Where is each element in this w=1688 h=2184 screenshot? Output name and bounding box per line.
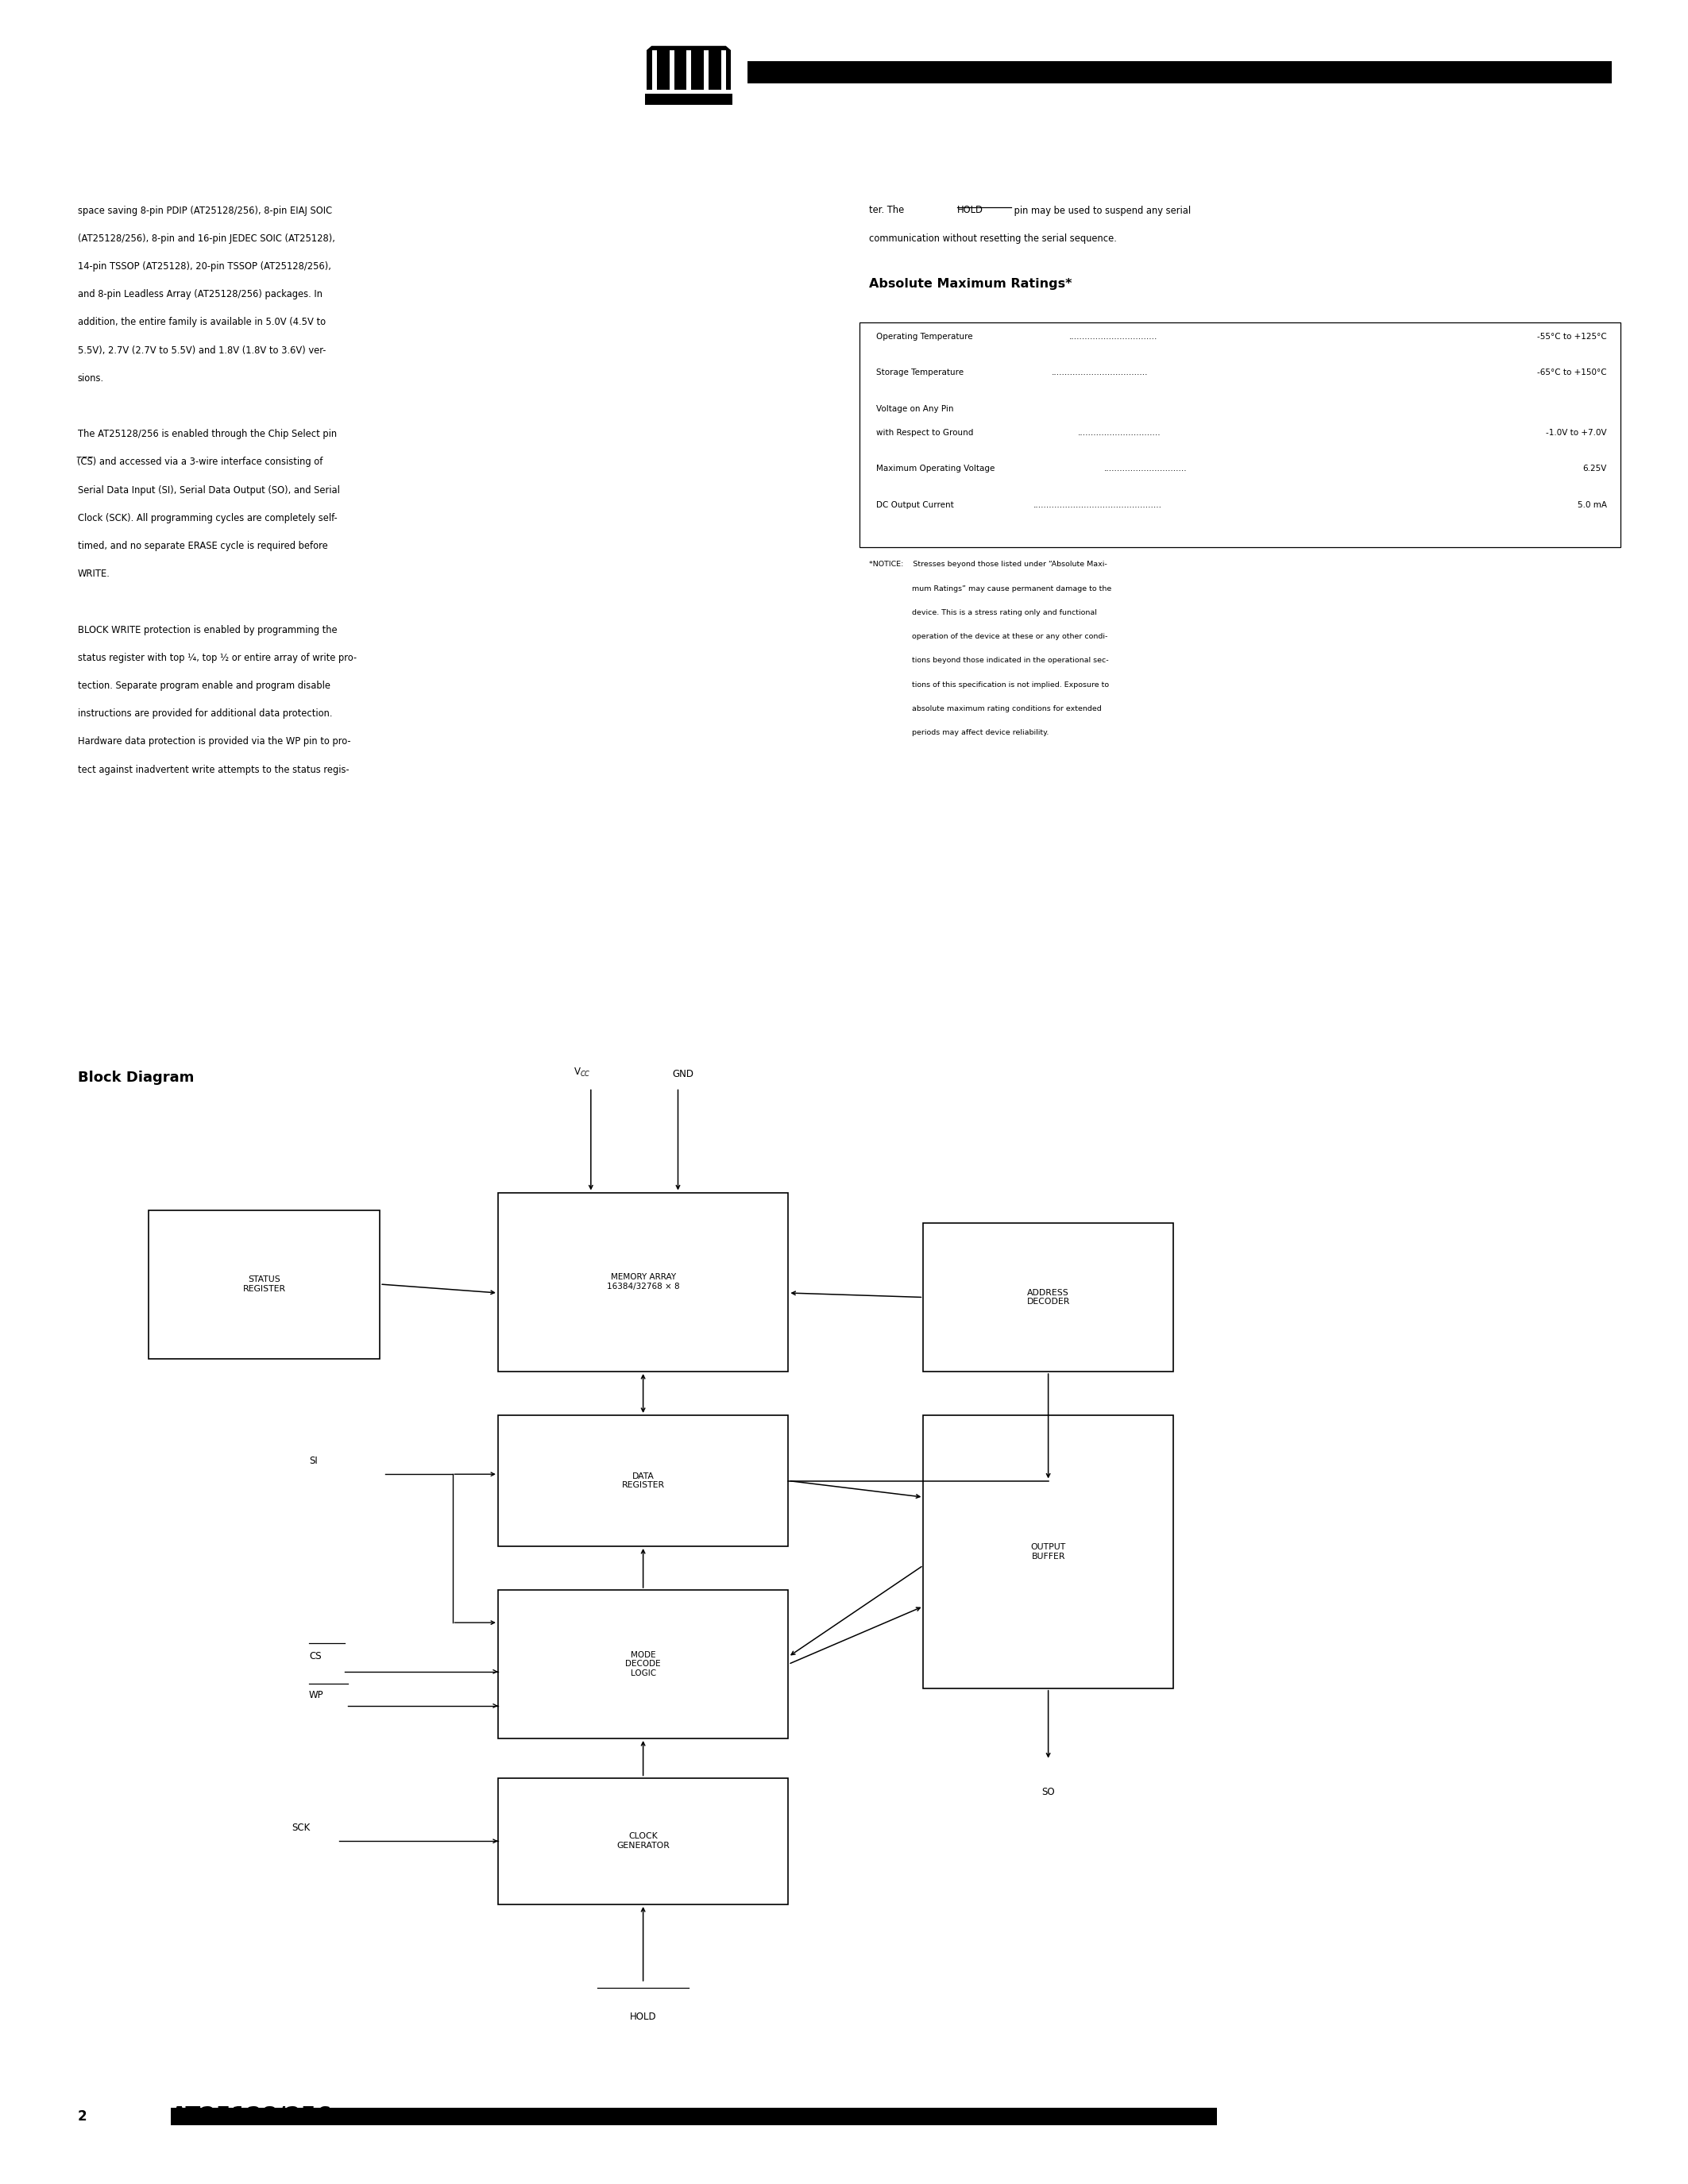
Text: tions beyond those indicated in the operational sec-: tions beyond those indicated in the oper… <box>869 657 1109 664</box>
Text: Maximum Operating Voltage: Maximum Operating Voltage <box>876 465 994 472</box>
Text: AT25128/256: AT25128/256 <box>170 2105 333 2127</box>
Text: ....................................: .................................... <box>1052 369 1148 376</box>
Text: tect against inadvertent write attempts to the status regis-: tect against inadvertent write attempts … <box>78 764 349 775</box>
Text: Serial Data Input (SI), Serial Data Output (SO), and Serial: Serial Data Input (SI), Serial Data Outp… <box>78 485 339 496</box>
Bar <box>923 1223 1173 1372</box>
Text: mum Ratings” may cause permanent damage to the: mum Ratings” may cause permanent damage … <box>869 585 1112 592</box>
Text: WRITE.: WRITE. <box>78 568 110 579</box>
Text: SI: SI <box>309 1457 317 1465</box>
Text: timed, and no separate ERASE cycle is required before: timed, and no separate ERASE cycle is re… <box>78 542 327 550</box>
Text: periods may affect device reliability.: periods may affect device reliability. <box>869 729 1050 736</box>
Text: -1.0V to +7.0V: -1.0V to +7.0V <box>1546 428 1607 437</box>
Text: WP: WP <box>309 1690 324 1699</box>
Text: 5.5V), 2.7V (2.7V to 5.5V) and 1.8V (1.8V to 3.6V) ver-: 5.5V), 2.7V (2.7V to 5.5V) and 1.8V (1.8… <box>78 345 326 356</box>
Text: MODE
DECODE
LOGIC: MODE DECODE LOGIC <box>625 1651 662 1677</box>
Bar <box>704 50 709 90</box>
Text: operation of the device at these or any other condi-: operation of the device at these or any … <box>869 633 1107 640</box>
Bar <box>670 50 674 90</box>
Bar <box>923 1415 1173 1688</box>
Text: Operating Temperature: Operating Temperature <box>876 332 972 341</box>
Polygon shape <box>647 46 731 50</box>
Bar <box>498 1415 788 1546</box>
Text: Hardware data protection is provided via the WP pin to pro-: Hardware data protection is provided via… <box>78 736 351 747</box>
Bar <box>170 2108 1217 2125</box>
Text: OUTPUT
BUFFER: OUTPUT BUFFER <box>1031 1544 1065 1559</box>
Text: Absolute Maximum Ratings*: Absolute Maximum Ratings* <box>869 277 1072 290</box>
Text: Voltage on Any Pin: Voltage on Any Pin <box>876 404 954 413</box>
Bar <box>149 1210 380 1358</box>
Text: 14-pin TSSOP (AT25128), 20-pin TSSOP (AT25128/256),: 14-pin TSSOP (AT25128), 20-pin TSSOP (AT… <box>78 262 331 271</box>
Text: .................................: ................................. <box>1069 332 1158 341</box>
Bar <box>687 50 692 90</box>
Text: ...............................: ............................... <box>1104 465 1187 472</box>
Bar <box>748 61 1612 83</box>
Text: status register with top ¼, top ½ or entire array of write pro-: status register with top ¼, top ½ or ent… <box>78 653 356 664</box>
Bar <box>645 94 733 105</box>
Text: BLOCK WRITE protection is enabled by programming the: BLOCK WRITE protection is enabled by pro… <box>78 625 338 636</box>
Text: CLOCK
GENERATOR: CLOCK GENERATOR <box>616 1832 670 1850</box>
Bar <box>721 50 726 90</box>
Text: ...............................: ............................... <box>1077 428 1161 437</box>
Text: STATUS
REGISTER: STATUS REGISTER <box>243 1275 285 1293</box>
Text: tions of this specification is not implied. Exposure to: tions of this specification is not impli… <box>869 681 1109 688</box>
Text: pin may be used to suspend any serial: pin may be used to suspend any serial <box>1011 205 1190 216</box>
Text: DC Output Current: DC Output Current <box>876 500 954 509</box>
Text: ................................................: ........................................… <box>1033 500 1163 509</box>
Text: absolute maximum rating conditions for extended: absolute maximum rating conditions for e… <box>869 705 1102 712</box>
Text: HOLD: HOLD <box>957 205 982 216</box>
Text: device. This is a stress rating only and functional: device. This is a stress rating only and… <box>869 609 1097 616</box>
Text: V$_{CC}$: V$_{CC}$ <box>574 1068 591 1079</box>
Text: MEMORY ARRAY
16384/32768 × 8: MEMORY ARRAY 16384/32768 × 8 <box>606 1273 680 1291</box>
Bar <box>498 1590 788 1738</box>
Text: 6.25V: 6.25V <box>1583 465 1607 472</box>
Text: -55°C to +125°C: -55°C to +125°C <box>1538 332 1607 341</box>
Text: (̅C̅S̅) and accessed via a 3-wire interface consisting of: (̅C̅S̅) and accessed via a 3-wire interf… <box>78 456 324 467</box>
Bar <box>652 50 657 90</box>
Text: communication without resetting the serial sequence.: communication without resetting the seri… <box>869 234 1117 245</box>
Text: Block Diagram: Block Diagram <box>78 1070 194 1085</box>
Text: addition, the entire family is available in 5.0V (4.5V to: addition, the entire family is available… <box>78 317 326 328</box>
Text: SCK: SCK <box>292 1824 311 1832</box>
Text: *NOTICE:    Stresses beyond those listed under “Absolute Maxi-: *NOTICE: Stresses beyond those listed un… <box>869 561 1107 568</box>
Text: tection. Separate program enable and program disable: tection. Separate program enable and pro… <box>78 681 331 690</box>
Text: instructions are provided for additional data protection.: instructions are provided for additional… <box>78 708 333 719</box>
Bar <box>647 50 731 90</box>
Text: Storage Temperature: Storage Temperature <box>876 369 964 376</box>
Text: with Respect to Ground: with Respect to Ground <box>876 428 974 437</box>
Text: SO: SO <box>1041 1787 1055 1797</box>
Text: space saving 8-pin PDIP (AT25128/256), 8-pin EIAJ SOIC: space saving 8-pin PDIP (AT25128/256), 8… <box>78 205 333 216</box>
Text: The AT25128/256 is enabled through the Chip Select pin: The AT25128/256 is enabled through the C… <box>78 428 336 439</box>
Text: (AT25128/256), 8-pin and 16-pin JEDEC SOIC (AT25128),: (AT25128/256), 8-pin and 16-pin JEDEC SO… <box>78 234 334 245</box>
Bar <box>498 1778 788 1904</box>
Text: 5.0 mA: 5.0 mA <box>1578 500 1607 509</box>
Text: and 8-pin Leadless Array (AT25128/256) packages. In: and 8-pin Leadless Array (AT25128/256) p… <box>78 288 322 299</box>
Text: 2: 2 <box>78 2110 86 2123</box>
Bar <box>859 323 1620 546</box>
Text: sions.: sions. <box>78 373 105 384</box>
Bar <box>498 1192 788 1372</box>
Text: -65°C to +150°C: -65°C to +150°C <box>1538 369 1607 376</box>
Text: DATA
REGISTER: DATA REGISTER <box>621 1472 665 1489</box>
Text: ADDRESS
DECODER: ADDRESS DECODER <box>1026 1289 1070 1306</box>
Text: ter. The: ter. The <box>869 205 908 216</box>
Text: GND: GND <box>672 1068 694 1079</box>
Text: Clock (SCK). All programming cycles are completely self-: Clock (SCK). All programming cycles are … <box>78 513 338 524</box>
Text: HOLD: HOLD <box>630 2011 657 2022</box>
Text: CS: CS <box>309 1651 321 1662</box>
